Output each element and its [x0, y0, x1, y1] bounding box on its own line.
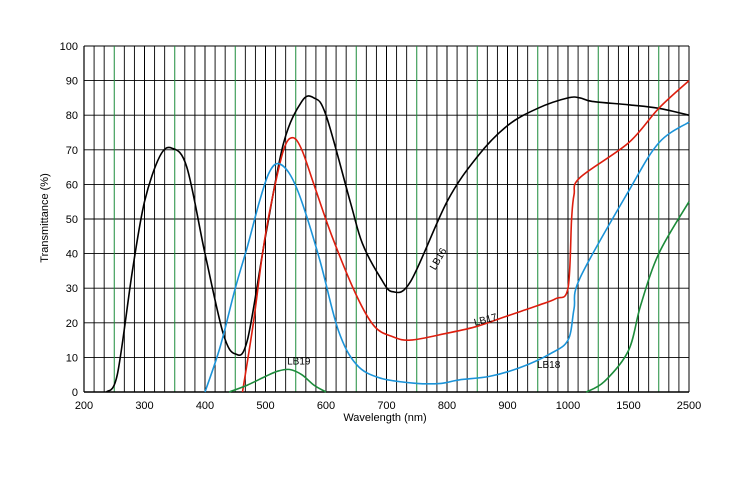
x-tick-label: 300: [135, 400, 153, 412]
y-tick-label: 90: [66, 76, 78, 88]
series-label-lb16: LB16: [428, 246, 449, 272]
x-tick-label: 800: [438, 400, 456, 412]
x-tick-label: 200: [75, 400, 93, 412]
y-tick-label: 80: [66, 110, 78, 122]
x-tick-label: 900: [498, 400, 516, 412]
y-tick-label: 0: [72, 387, 78, 399]
series-line-lb18: [204, 121, 690, 393]
y-tick-label: 30: [66, 283, 78, 295]
series-line-lb17: [241, 80, 690, 393]
series-line-lb19: [228, 368, 327, 393]
series-label-lb18: LB18: [537, 360, 561, 371]
x-tick-label: 400: [196, 400, 214, 412]
y-tick-label: 50: [66, 214, 78, 226]
series-label-lb19: LB19: [287, 356, 311, 367]
series-lines: [105, 80, 690, 393]
x-tick-label: 600: [317, 400, 335, 412]
series-line-lb19-tail: [585, 201, 690, 393]
x-tick-label: 1000: [556, 400, 580, 412]
x-tick-labels: 200 300 400 500 600 700 800 900 1000 1500 2500: [75, 400, 701, 412]
y-tick-label: 70: [66, 145, 78, 157]
y-tick-label: 40: [66, 249, 78, 261]
series-line-lb16: [105, 95, 690, 393]
y-tick-label: 10: [66, 352, 78, 364]
x-axis-title: Wavelength (nm): [343, 412, 426, 424]
y-tick-label: 20: [66, 318, 78, 330]
grid: [83, 45, 690, 393]
x-tick-label: 1500: [616, 400, 640, 412]
y-tick-label: 100: [60, 41, 78, 53]
y-axis-title: Transmittance (%): [39, 173, 51, 262]
axes: [83, 46, 689, 393]
y-tick-label: 60: [66, 179, 78, 191]
x-tick-label: 500: [256, 400, 274, 412]
x-tick-label: 700: [377, 400, 395, 412]
x-tick-label: 2500: [677, 400, 701, 412]
